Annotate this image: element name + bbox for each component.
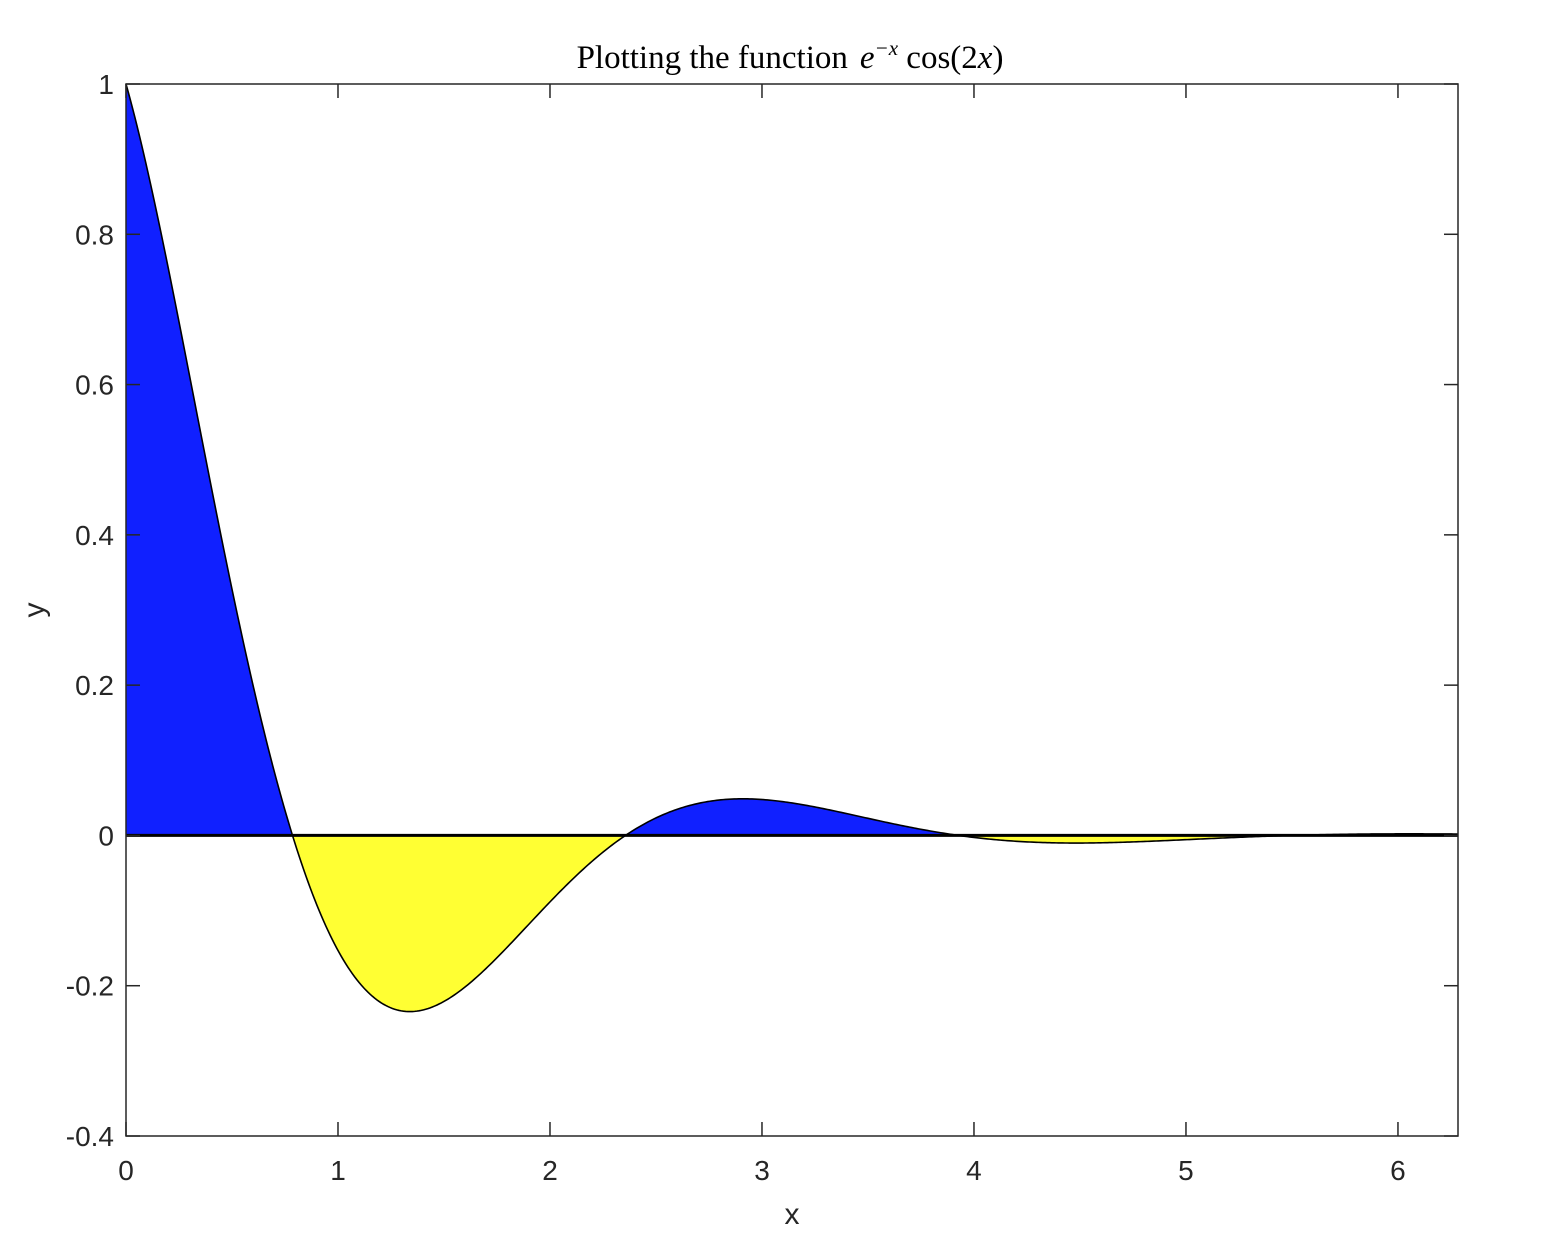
negative-area-fill: [292, 835, 626, 1012]
title-math-cos: cos(2: [898, 40, 978, 76]
axes-box: [125, 83, 1459, 1137]
area-fills: [126, 84, 1458, 1012]
title-math-base: e: [860, 40, 875, 76]
y-tick-label: 0: [98, 820, 114, 851]
y-tick-label: 0.2: [75, 670, 114, 701]
y-tick-label: -0.4: [66, 1121, 114, 1152]
positive-area-fill: [625, 798, 959, 836]
negative-area-fill: [958, 835, 1292, 844]
y-axis-label: y: [18, 603, 51, 618]
y-tick-label: 0.8: [75, 219, 114, 250]
title-math-exponent: −x: [875, 36, 899, 60]
x-tick-label: 3: [754, 1155, 770, 1186]
x-tick-label: 5: [1178, 1155, 1194, 1186]
title-math-var: x: [977, 40, 993, 76]
x-tick-label: 0: [118, 1155, 134, 1186]
function-curve: [125, 83, 1459, 1013]
y-tick-label: 1: [98, 69, 114, 100]
axes-background: [126, 84, 1458, 1136]
y-tick-label: 0.6: [75, 370, 114, 401]
positive-area-fill: [126, 84, 293, 836]
title-text: Plotting the function: [577, 40, 848, 76]
x-tick-label: 1: [330, 1155, 346, 1186]
y-tick-label: -0.2: [66, 971, 114, 1002]
title-math-close: ): [992, 40, 1003, 76]
y-tick-label: 0.4: [75, 520, 114, 551]
x-axis-label: x: [785, 1198, 800, 1231]
chart-title: Plotting the function e−x cos(2x): [577, 36, 1004, 76]
y-axis-ticks: -0.4 -0.2 0 0.2 0.4 0.6 0.8 1: [66, 69, 1458, 1152]
x-tick-label: 4: [966, 1155, 982, 1186]
x-tick-label: 6: [1390, 1155, 1406, 1186]
x-tick-label: 2: [542, 1155, 558, 1186]
x-axis-ticks: 0 1 2 3 4 5 6: [118, 84, 1406, 1186]
